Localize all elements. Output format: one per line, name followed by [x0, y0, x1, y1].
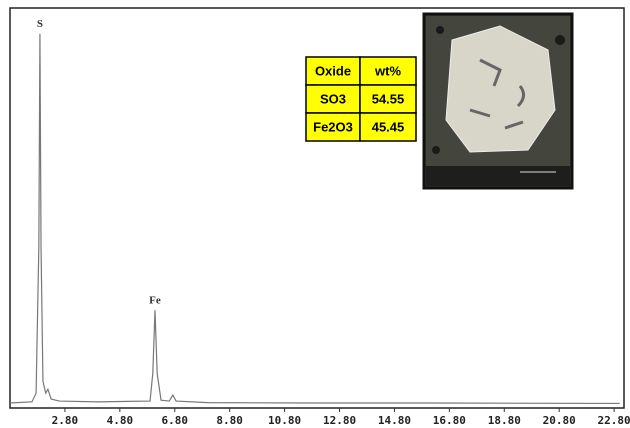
table-text: 54.55: [372, 91, 405, 106]
x-tick-label: 18.80: [488, 414, 521, 427]
x-tick-label: 10.80: [268, 414, 301, 427]
table-text: Fe2O3: [313, 119, 353, 134]
peak-label: S: [37, 18, 43, 30]
chart: 2.80 4.80 6.80 8.80 10.80 12.80 14.80 16.80 18.8…: [0, 0, 630, 428]
table-text: wt%: [374, 63, 401, 78]
x-tick-label: 12.80: [323, 414, 356, 427]
table-text: Oxide: [315, 63, 351, 78]
x-tick-label: 16.80: [433, 414, 466, 427]
x-tick-label: 2.80: [52, 414, 79, 427]
sem-image: [424, 14, 572, 188]
x-tick-label: 4.80: [107, 414, 134, 427]
peak-label: Fe: [149, 295, 161, 307]
table-text: SO3: [320, 91, 346, 106]
x-tick-label: 20.80: [543, 414, 576, 427]
x-tick-label: 22.80: [598, 414, 630, 427]
x-tick-label: 8.80: [216, 414, 243, 427]
x-tick-label: 6.80: [162, 414, 189, 427]
x-tick-label: 14.80: [378, 414, 411, 427]
table-text: 45.45: [372, 119, 405, 134]
